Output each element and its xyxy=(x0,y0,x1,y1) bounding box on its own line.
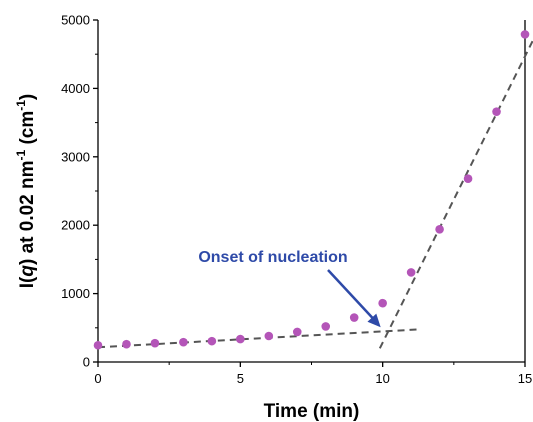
data-point xyxy=(292,327,302,337)
data-point xyxy=(520,30,530,39)
data-point xyxy=(179,337,188,347)
fit-line xyxy=(378,38,533,349)
data-point xyxy=(150,338,160,348)
y-tick-label: 5000 xyxy=(61,13,90,28)
y-tick-label: 0 xyxy=(83,355,90,370)
y-tick-label: 3000 xyxy=(61,149,90,164)
x-tick-label: 15 xyxy=(518,371,532,386)
x-tick-label: 0 xyxy=(94,371,101,386)
data-point xyxy=(378,298,387,308)
data-point xyxy=(349,313,359,322)
y-axis-label-middle: ) at 0.02 nm xyxy=(17,160,38,265)
plot-frame xyxy=(97,20,526,363)
annotation-arrow xyxy=(327,269,376,322)
y-tick-label: 2000 xyxy=(61,218,90,233)
annotation-arrow-head xyxy=(367,313,381,328)
data-point xyxy=(321,322,331,331)
data-point xyxy=(236,334,245,344)
y-axis-label-unit-superscript: -1 xyxy=(14,100,28,111)
data-point xyxy=(93,340,103,350)
y-tick-label: 1000 xyxy=(61,286,90,301)
data-point xyxy=(492,107,501,116)
data-point xyxy=(122,339,131,349)
annotation-text: Onset of nucleation xyxy=(198,249,347,266)
y-tick-label: 4000 xyxy=(61,81,90,96)
y-axis-label-unit-open: (cm xyxy=(17,111,38,150)
data-point xyxy=(264,331,274,341)
x-tick-label: 10 xyxy=(375,371,389,386)
y-axis-label-prefix: I( xyxy=(17,276,38,288)
annotation: Onset of nucleation xyxy=(198,249,381,328)
y-axis-label-unit-close: ) xyxy=(17,94,38,100)
x-axis-label: Time (min) xyxy=(264,401,360,422)
ticks: 0 5 10 15 0 1000 2000 3000 4000 5000 xyxy=(61,13,532,387)
data-point xyxy=(435,225,444,234)
data-points xyxy=(93,30,530,350)
data-point xyxy=(207,336,217,346)
data-point xyxy=(463,174,473,183)
fit-lines xyxy=(97,38,533,349)
data-point xyxy=(406,268,416,277)
y-axis-label: I(q) at 0.02 nm-1 (cm-1) xyxy=(14,94,38,289)
x-tick-label: 5 xyxy=(237,371,244,386)
y-axis-label-superscript: -1 xyxy=(14,149,28,160)
fit-line xyxy=(97,328,417,349)
y-axis-label-italic: q xyxy=(17,265,38,277)
